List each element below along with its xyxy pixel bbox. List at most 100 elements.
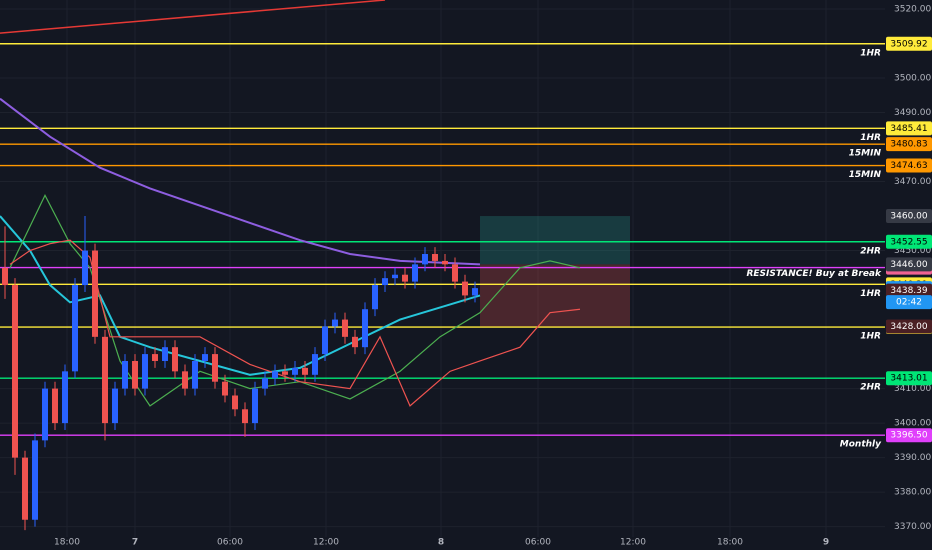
price-badge-label: 3446.00 bbox=[890, 260, 927, 270]
candle-body bbox=[242, 409, 248, 424]
candle-body bbox=[382, 278, 388, 286]
x-tick-label: 18:00 bbox=[54, 538, 80, 548]
candle-body bbox=[52, 388, 58, 424]
candle-body bbox=[132, 360, 138, 389]
x-tick-label: 7 bbox=[132, 538, 138, 548]
candle-body bbox=[152, 354, 158, 361]
level-tag: Monthly bbox=[840, 440, 882, 450]
price-badge bbox=[886, 257, 932, 272]
candle-body bbox=[12, 285, 18, 458]
candle-body bbox=[42, 388, 48, 441]
candle-body bbox=[322, 326, 328, 355]
candle-body bbox=[272, 371, 278, 379]
candle-body bbox=[332, 319, 338, 327]
level-badge bbox=[886, 234, 932, 249]
candle-body bbox=[72, 285, 78, 372]
indicator-line bbox=[0, 97, 481, 266]
candle-body bbox=[122, 360, 128, 389]
candle-body bbox=[282, 371, 288, 375]
level-tag: 1HR bbox=[860, 289, 881, 299]
price-badge bbox=[886, 283, 932, 298]
stop-zone bbox=[480, 264, 630, 327]
candle-body bbox=[172, 347, 178, 372]
candle-body bbox=[352, 336, 358, 348]
candle-body bbox=[422, 254, 428, 265]
level-badge-label: 3480.83 bbox=[890, 140, 927, 150]
countdown: 02:42 bbox=[896, 298, 922, 308]
level-badge-label: 3413.01 bbox=[890, 374, 927, 384]
level-badge-label: 3396.50 bbox=[890, 431, 927, 441]
price-badge-label: 3438.39 bbox=[890, 286, 927, 296]
y-tick-label: 3520.00 bbox=[894, 4, 931, 14]
level-tag: 2HR bbox=[860, 246, 881, 256]
candle-body bbox=[232, 395, 238, 410]
indicator-line bbox=[0, 215, 481, 376]
level-badge bbox=[886, 428, 932, 443]
candle-body bbox=[342, 319, 348, 337]
candle-body bbox=[402, 274, 408, 282]
x-tick-label: 8 bbox=[438, 538, 444, 548]
y-tick-label: 3470.00 bbox=[894, 177, 931, 187]
x-tick-label: 06:00 bbox=[217, 538, 243, 548]
candle-body bbox=[412, 264, 418, 282]
level-tag: 15MIN bbox=[849, 149, 882, 159]
candle-body bbox=[312, 354, 318, 375]
level-badge bbox=[886, 121, 932, 136]
candle-body bbox=[82, 250, 88, 286]
level-badge bbox=[886, 137, 932, 152]
candle-body bbox=[182, 371, 188, 389]
price-badge-label: 3428.00 bbox=[890, 322, 927, 332]
y-tick-label: 3450.00 bbox=[894, 246, 931, 256]
x-tick-label: 18:00 bbox=[717, 538, 743, 548]
candle-body bbox=[162, 347, 168, 361]
y-tick-label: 3490.00 bbox=[894, 108, 931, 118]
y-tick-label: 3390.00 bbox=[894, 453, 931, 463]
x-tick-label: 12:00 bbox=[313, 538, 339, 548]
candle-body bbox=[252, 388, 258, 424]
candle-body bbox=[292, 367, 298, 375]
level-tag: RESISTANCE! Buy at Break bbox=[746, 269, 882, 279]
price-axis bbox=[885, 0, 932, 550]
candle-body bbox=[442, 260, 448, 265]
candle-body bbox=[192, 360, 198, 389]
candle-body bbox=[102, 336, 108, 424]
candle-body bbox=[212, 354, 218, 382]
y-tick-label: 3380.00 bbox=[894, 488, 931, 498]
level-badge-label: 3509.92 bbox=[890, 39, 927, 49]
level-badge bbox=[886, 158, 932, 173]
candle-body bbox=[452, 264, 458, 282]
level-badge bbox=[886, 36, 932, 51]
candle-body bbox=[2, 267, 8, 286]
level-badge bbox=[886, 371, 932, 386]
level-badge-label: 3452.55 bbox=[890, 237, 927, 247]
candle-body bbox=[222, 381, 228, 396]
y-tick-label: 3370.00 bbox=[894, 522, 931, 532]
candle-body bbox=[362, 309, 368, 348]
y-tick-label: 3500.00 bbox=[894, 73, 931, 83]
level-tag: 15MIN bbox=[849, 170, 882, 180]
level-badge-label: 3474.63 bbox=[890, 161, 927, 171]
y-tick-label: 3410.00 bbox=[894, 384, 931, 394]
candle-body bbox=[112, 388, 118, 424]
x-tick-label: 12:00 bbox=[620, 538, 646, 548]
level-tag: 1HR bbox=[860, 133, 881, 143]
candle-body bbox=[472, 288, 478, 296]
candle-body bbox=[142, 354, 148, 389]
y-tick-label: 3400.00 bbox=[894, 419, 931, 429]
candle-body bbox=[432, 254, 438, 261]
candle-body bbox=[92, 250, 98, 337]
countdown-badge bbox=[886, 295, 932, 310]
x-tick-label: 06:00 bbox=[525, 538, 551, 548]
candle-body bbox=[62, 371, 68, 424]
target-zone bbox=[480, 216, 630, 265]
candle-body bbox=[22, 457, 28, 520]
level-tag: 1HR bbox=[860, 48, 881, 58]
candle-body bbox=[202, 354, 208, 361]
level-badge-label: 3485.41 bbox=[890, 124, 927, 134]
price-badge bbox=[886, 319, 932, 334]
candle-body bbox=[462, 281, 468, 296]
price-badge bbox=[886, 209, 932, 224]
level-tag: 2HR bbox=[860, 383, 881, 393]
